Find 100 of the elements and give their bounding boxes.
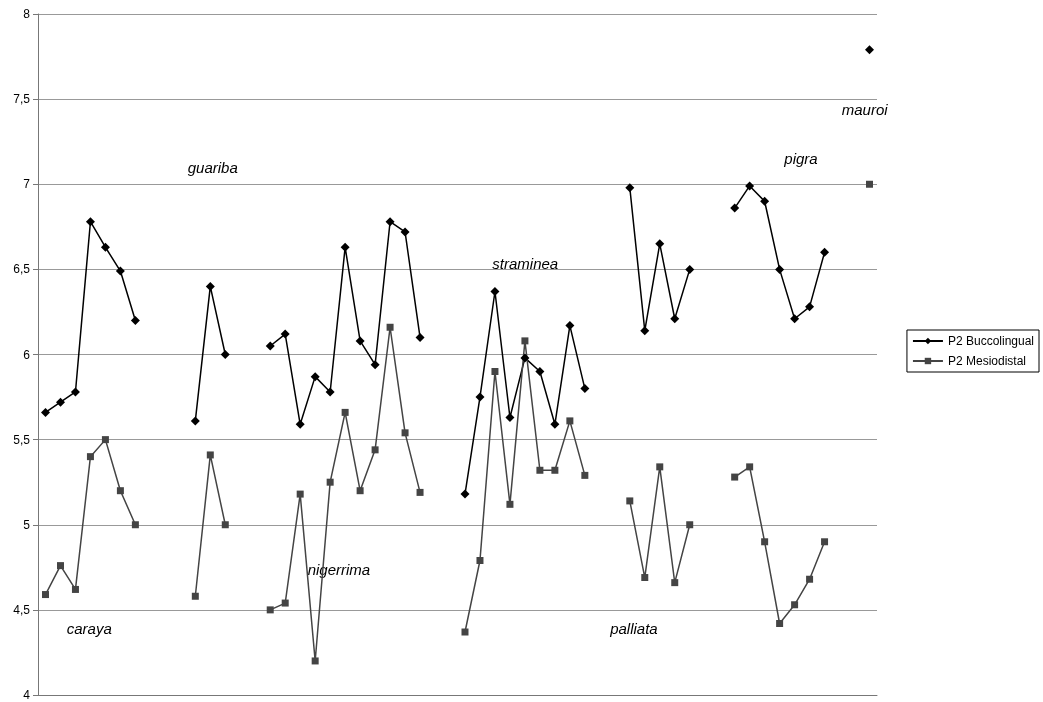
point	[370, 360, 380, 370]
point	[221, 521, 229, 529]
point	[400, 227, 410, 237]
y-tick-label: 7	[23, 177, 31, 192]
point	[40, 407, 50, 417]
point	[55, 397, 65, 407]
point	[325, 387, 335, 397]
point	[686, 521, 694, 529]
point	[116, 487, 124, 495]
point	[521, 337, 529, 345]
legend-label: P2 Mesiodistal	[947, 354, 1026, 368]
point	[550, 419, 560, 429]
point	[866, 180, 874, 188]
point	[491, 368, 499, 376]
y-tick-label: 6	[23, 347, 31, 362]
y-tick-label: 6,5	[13, 262, 31, 277]
y-tick-label: 5	[23, 517, 31, 532]
point	[190, 416, 200, 426]
point	[520, 353, 530, 363]
point	[745, 181, 755, 191]
point	[266, 606, 274, 614]
point	[806, 575, 814, 583]
point	[776, 619, 784, 627]
point	[506, 500, 514, 508]
point	[626, 497, 634, 505]
point	[41, 591, 49, 599]
point	[296, 490, 304, 498]
y-tick-label: 7,5	[13, 92, 31, 107]
point	[386, 323, 394, 331]
point	[760, 196, 770, 206]
y-tick-label: 8	[23, 7, 31, 21]
point	[401, 429, 409, 437]
point	[670, 314, 680, 324]
point	[100, 242, 110, 252]
point	[641, 574, 649, 582]
annotation: nigerrima	[307, 560, 371, 578]
point	[130, 315, 140, 325]
point	[731, 473, 739, 481]
point	[655, 239, 665, 249]
point	[566, 417, 574, 425]
point	[685, 264, 695, 274]
point	[461, 628, 469, 636]
point	[790, 314, 800, 324]
point	[416, 488, 424, 496]
annotation: mauroi	[841, 100, 889, 118]
point	[115, 266, 125, 276]
point	[280, 329, 290, 339]
point	[415, 332, 425, 342]
point	[671, 579, 679, 587]
point	[625, 183, 635, 193]
point	[206, 451, 214, 459]
point	[70, 387, 80, 397]
point	[371, 446, 379, 454]
point	[536, 466, 544, 474]
point	[71, 585, 79, 593]
annotation: pigra	[783, 149, 818, 167]
point	[820, 247, 830, 257]
point	[281, 599, 289, 607]
point	[865, 45, 875, 55]
point	[341, 408, 349, 416]
point	[56, 562, 64, 570]
point	[86, 453, 94, 461]
legend-label: P2 Buccolingual	[947, 334, 1035, 348]
point	[191, 592, 199, 600]
point	[581, 471, 589, 479]
point	[640, 326, 650, 336]
point	[205, 281, 215, 291]
point	[761, 538, 769, 546]
annotation: palliata	[609, 620, 658, 638]
point	[535, 367, 545, 377]
point	[326, 478, 334, 486]
y-tick-label: 5,5	[13, 432, 31, 447]
point	[475, 392, 485, 402]
y-tick-label: 4	[23, 688, 31, 702]
point	[220, 350, 230, 359]
point	[356, 487, 364, 495]
point	[551, 466, 559, 474]
point	[311, 657, 319, 665]
point	[656, 463, 664, 471]
point	[460, 489, 470, 499]
point	[385, 217, 395, 227]
point	[775, 264, 785, 274]
point	[730, 203, 740, 213]
annotation: caraya	[66, 620, 112, 638]
point	[355, 336, 365, 346]
point	[265, 341, 275, 351]
point	[295, 419, 305, 429]
point	[791, 601, 799, 609]
point	[131, 521, 139, 529]
point	[476, 557, 484, 564]
annotation: straminea	[492, 255, 559, 273]
point	[746, 463, 754, 471]
annotation: guariba	[187, 159, 238, 177]
point	[85, 217, 95, 227]
point	[310, 372, 320, 382]
point	[821, 538, 829, 546]
point	[805, 302, 815, 312]
point	[101, 436, 109, 444]
point	[340, 242, 350, 252]
y-tick-label: 4,5	[13, 602, 31, 617]
